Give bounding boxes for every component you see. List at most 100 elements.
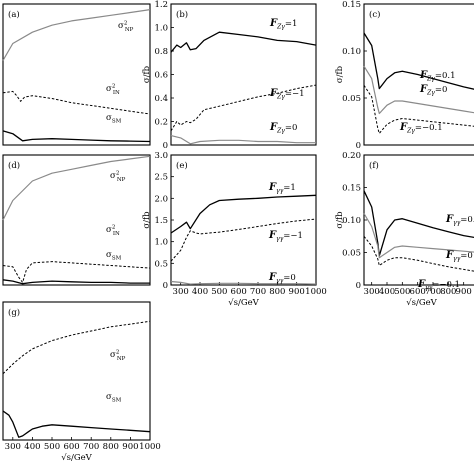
panel-a-series-SM-line	[2, 130, 151, 143]
panel-f-x-tick-label: 300	[364, 287, 380, 297]
panel-f-y-tick-label: 0	[356, 281, 361, 291]
panel-b-series-z0-line	[170, 135, 316, 145]
panel-f-series-m-label: Fγγ=−0.1	[417, 279, 460, 292]
panel-e-y-tick-label: 0.5	[154, 259, 168, 269]
panel-d-series-IN-line	[2, 261, 151, 283]
panel-b-series-m1-label: FZγ=−1	[269, 88, 305, 101]
panel-c-series-m-label: FZγ=−0.1	[399, 122, 443, 135]
panel-c-series-z-line	[363, 65, 474, 115]
panel-e-x-axis-label: √s/GeV	[228, 298, 259, 308]
panel-g-tag: (g)	[8, 307, 20, 318]
panel-e-x-tick-label: 300	[173, 287, 189, 297]
panel-a-series-IN-line	[2, 90, 151, 115]
panel-c-y-tick-label: 0.05	[342, 94, 361, 104]
panel-b-y-tick-label: 0.8	[154, 47, 168, 57]
panel-b-y-axis-label: σ/fb	[142, 65, 152, 83]
panel-e-series-z0-line	[170, 280, 317, 285]
panel-d-tag: (d)	[8, 160, 20, 171]
panel-f-x-tick-label: 600	[410, 287, 426, 297]
panel-e-series-m1-line	[170, 218, 317, 262]
panel-f-series-p-label: Fγγ=0.	[445, 214, 474, 227]
panel-f-x-tick-label: 500	[394, 287, 410, 297]
panel-b-y-tick-label: 0.2	[154, 118, 168, 128]
panel-f-series-z-line	[363, 213, 474, 259]
panel-d-series-SM-line	[2, 279, 150, 285]
panel-g-frame	[2, 301, 151, 441]
panel-f-y-tick-label: 0.20	[342, 151, 361, 161]
panel-b-y-tick-label: 1.2	[154, 0, 168, 10]
panel-c-series-p-label: FZγ=0.1	[419, 70, 456, 83]
panel-c-series-p-line	[363, 32, 474, 90]
panel-e-series-p1-line	[170, 194, 317, 234]
panel-e-y-tick-label: 1.5	[154, 216, 168, 226]
panel-g-x-tick-label: 600	[63, 442, 79, 452]
panel-f-tag: (f)	[369, 160, 379, 171]
panel-b-tag: (b)	[176, 9, 188, 20]
panel-e-series-z0-label: Fγγ=0	[268, 272, 296, 285]
panel-b-series-m1-line	[170, 84, 317, 132]
panel-e-y-tick-label: 2.0	[154, 194, 168, 204]
panel-c-series-z-label: FZγ=0	[419, 84, 447, 97]
panel-e-series-p1-label: Fγγ=1	[268, 182, 296, 195]
panel-c-frame	[363, 3, 474, 146]
panel-g-x-axis-label: √s/GeV	[61, 453, 92, 463]
panel-e-x-tick-label: 600	[231, 287, 247, 297]
panel-c-y-tick-label: 0.15	[342, 0, 361, 10]
panel-c-y-tick-label: 0	[356, 141, 361, 151]
panel-b-series-p1-label: FZγ=1	[269, 18, 297, 31]
panel-e-x-tick-label: 500	[211, 287, 227, 297]
panel-e-y-axis-label: σ/fb	[142, 211, 152, 229]
panel-e-x-tick-label: 400	[192, 287, 208, 297]
panel-c-tag: (c)	[369, 9, 380, 20]
panel-e-x-tick-label: 900	[289, 287, 305, 297]
panel-a-frame	[2, 3, 151, 146]
panel-e-y-tick-label: 0	[163, 281, 168, 291]
panel-b-series-z0-label: FZγ=0	[269, 122, 297, 135]
panel-f-x-tick-label: 900	[456, 287, 472, 297]
panel-f-series-p-line	[363, 190, 474, 257]
panel-b-y-tick-label: 0.4	[154, 94, 168, 104]
panel-e-x-tick-label: 800	[269, 287, 285, 297]
panel-e-x-tick-label: 1000	[305, 287, 327, 297]
panel-f-y-tick-label: 0.10	[342, 216, 361, 226]
panel-d-series-IN-label: σ2 IN	[106, 225, 120, 238]
panel-g-series-NP-label: σ2 NP	[110, 350, 126, 363]
panel-c-series-m-line	[363, 85, 474, 134]
panel-g-x-tick-label: 300	[5, 442, 21, 452]
panel-e-x-tick-label: 700	[250, 287, 266, 297]
panel-a-tag: (a)	[8, 9, 20, 20]
panel-b-series-p1-line	[170, 31, 317, 53]
panel-g-x-tick-label: 800	[103, 442, 119, 452]
panel-f-series-m-line	[363, 235, 474, 272]
panel-f-y-tick-label: 0.05	[342, 249, 361, 259]
panel-e-tag: (e)	[176, 160, 188, 171]
panel-d-series-NP-label: σ2 NP	[110, 171, 126, 184]
panel-g-x-tick-label: 700	[83, 442, 99, 452]
panel-g-x-tick-label: 1000	[139, 442, 161, 452]
panel-f-x-tick-label: 400	[379, 287, 395, 297]
panel-f-y-tick-label: 0.15	[342, 184, 361, 194]
panel-e-y-tick-label: 2.5	[154, 173, 168, 183]
panel-f-series-z-label: Fγγ=0	[445, 250, 473, 263]
panel-e-series-m1-label: Fγγ=−1	[268, 230, 303, 243]
panel-e-y-tick-label: 3.0	[154, 151, 168, 161]
panel-g-series-SM-label: σSM	[106, 392, 122, 404]
panel-e-y-tick-label: 1.0	[154, 238, 168, 248]
panel-g-x-tick-label: 900	[122, 442, 138, 452]
panel-a-series-NP-label: σ2 NP	[118, 21, 134, 34]
panel-a-series-NP-line	[2, 9, 151, 61]
panel-b-y-tick-label: 0.6	[154, 71, 168, 81]
panel-g-series-SM-line	[2, 410, 151, 438]
panel-f-y-axis-label: σ/fb	[335, 211, 345, 229]
panel-d-series-NP-line	[2, 155, 151, 221]
panel-f-x-axis-label: √s/GeV	[406, 298, 437, 308]
panel-g-series-NP-line	[2, 320, 151, 375]
panel-f-x-tick-label: 800	[440, 287, 456, 297]
panel-c-y-tick-label: 0.10	[342, 47, 361, 57]
panel-a-series-IN-label: σ2 IN	[106, 84, 120, 97]
panel-g-x-tick-label: 400	[24, 442, 40, 452]
panel-b-y-tick-label: 1.0	[154, 24, 168, 34]
panel-b-y-tick-label: 0	[163, 141, 168, 151]
